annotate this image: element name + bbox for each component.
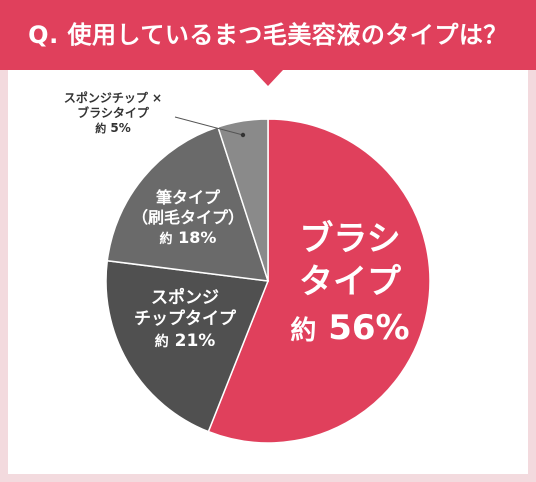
slice-label-line: ブラシ [299, 219, 401, 259]
slice-label-line: スポンジチップ × [63, 91, 163, 105]
slice-label-brush: ブラシ タイプ 約 56% [290, 218, 410, 350]
leader-line [174, 116, 244, 136]
slice-value: 18% [178, 228, 217, 247]
slice-prefix: 約 [290, 316, 317, 346]
slice-label-sponge-chip: スポンジ チップタイプ 約 21% [110, 288, 260, 352]
slice-label-line: 筆タイプ [155, 188, 220, 207]
slice-label-line: タイプ [299, 261, 401, 302]
slice-label-line: スポンジ [151, 288, 219, 308]
leader-dot [240, 132, 246, 138]
slice-label-sponge-chip-brush: スポンジチップ × ブラシタイプ 約 5% [28, 91, 198, 136]
slice-sponge-chip [105, 259, 270, 433]
slice-prefix: 約 [154, 333, 169, 350]
slice-sponge-chip-brush [216, 118, 269, 282]
slice-value: 21% [174, 330, 216, 351]
slice-label-line: ブラシタイプ [77, 106, 149, 120]
slice-value: 56% [328, 308, 410, 348]
question-header: Q. 使用しているまつ毛美容液のタイプは？ [0, 0, 536, 70]
slice-label-line: チップタイプ [134, 309, 236, 330]
slice-label-line: （刷毛タイプ） [131, 208, 244, 227]
slice-brush [207, 118, 431, 444]
header-pointer [253, 70, 283, 86]
slice-label-brush-pen: 筆タイプ （刷毛タイプ） 約 18% [118, 188, 258, 248]
slice-brush-pen [106, 125, 270, 282]
question-title: Q. 使用しているまつ毛美容液のタイプは？ [28, 21, 508, 49]
slice-value: 5% [110, 121, 131, 135]
slice-prefix: 約 [159, 232, 173, 247]
slice-prefix: 約 [95, 122, 107, 135]
